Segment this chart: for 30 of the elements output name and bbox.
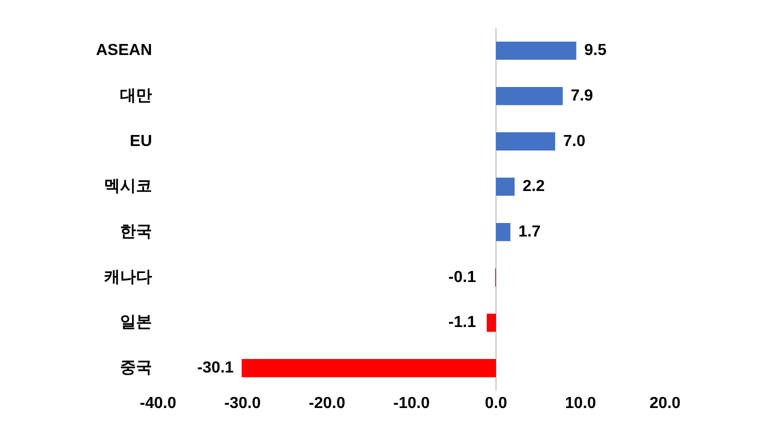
y-tick-label: 중국 (120, 360, 152, 377)
bar (496, 86, 563, 106)
x-tick-label: 20.0 (649, 394, 681, 412)
x-tick-label: -40.0 (140, 394, 176, 412)
x-tick-label: -30.0 (224, 394, 261, 412)
y-tick-label: 일본 (120, 314, 152, 332)
y-tick-label: EU (130, 132, 152, 150)
x-tick-label: 0.0 (484, 394, 508, 412)
data-label: -30.1 (197, 360, 234, 377)
y-tick-label: 캐나다 (104, 268, 152, 286)
data-label: 7.9 (570, 87, 594, 104)
bar (496, 223, 510, 242)
y-tick-label: 대만 (120, 87, 152, 104)
data-label: 1.7 (518, 223, 541, 240)
data-label: -0.1 (448, 268, 476, 286)
bar (242, 359, 496, 378)
data-label: 9.5 (584, 42, 607, 60)
bar (496, 42, 576, 60)
bar (496, 178, 515, 196)
bar (486, 314, 496, 332)
x-tick-label: 10.0 (564, 394, 596, 412)
data-label: 7.0 (563, 132, 586, 150)
y-tick-label: 멕시코 (104, 178, 152, 196)
x-tick-label: -20.0 (308, 394, 346, 412)
bar (496, 132, 556, 150)
y-tick-label: 한국 (120, 223, 152, 240)
x-tick-label: -10.0 (393, 394, 430, 412)
data-label: -1.1 (448, 314, 476, 332)
y-tick-label: ASEAN (96, 42, 152, 60)
data-label: 2.2 (522, 178, 545, 196)
